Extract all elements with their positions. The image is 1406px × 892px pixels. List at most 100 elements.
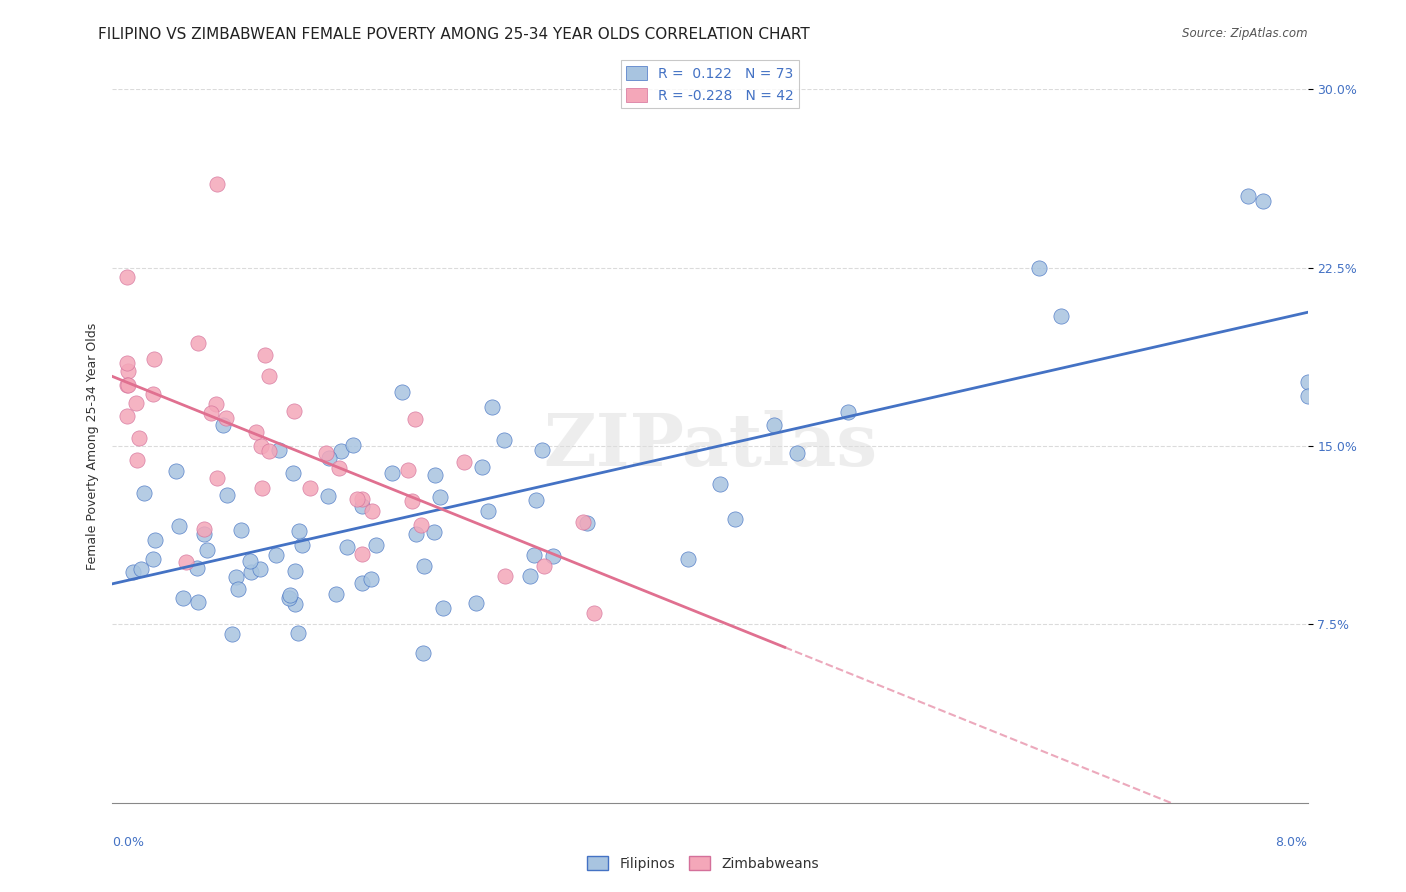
Point: [229, 524, 252, 538]
Point: [676, 551, 699, 566]
Point: [249, 562, 271, 576]
Point: [724, 512, 747, 526]
Point: [412, 646, 434, 660]
Point: [257, 369, 280, 384]
Point: [405, 527, 427, 541]
Point: [225, 570, 247, 584]
Point: [283, 466, 305, 480]
Point: [470, 459, 492, 474]
Point: [411, 518, 433, 533]
Point: [541, 549, 564, 563]
Point: [325, 587, 347, 601]
Legend: Filipinos, Zimbabweans: Filipinos, Zimbabweans: [582, 850, 824, 876]
Point: [523, 548, 546, 562]
Point: [494, 433, 516, 447]
Point: [1049, 310, 1071, 324]
Point: [1237, 189, 1260, 203]
Point: [530, 443, 553, 458]
Point: [342, 438, 364, 452]
Point: [1296, 375, 1319, 389]
Point: [214, 410, 236, 425]
Point: [195, 543, 218, 558]
Text: ZIPatlas: ZIPatlas: [543, 410, 877, 482]
Point: [143, 533, 166, 547]
Point: [330, 443, 353, 458]
Point: [142, 386, 165, 401]
Point: [1296, 389, 1319, 403]
Text: 0.0%: 0.0%: [112, 836, 145, 848]
Point: [117, 270, 139, 285]
Point: [212, 418, 235, 433]
Point: [193, 522, 215, 536]
Point: [187, 335, 209, 350]
Point: [361, 503, 384, 517]
Point: [575, 516, 598, 530]
Point: [453, 455, 475, 469]
Point: [1251, 194, 1274, 208]
Point: [423, 524, 446, 539]
Point: [277, 591, 299, 606]
Point: [121, 565, 143, 579]
Point: [381, 467, 404, 481]
Point: [245, 425, 267, 440]
Y-axis label: Female Poverty Among 25-34 Year Olds: Female Poverty Among 25-34 Year Olds: [86, 322, 98, 570]
Point: [117, 364, 139, 378]
Point: [117, 409, 139, 423]
Point: [786, 445, 808, 459]
Point: [187, 595, 209, 609]
Point: [481, 400, 503, 414]
Point: [762, 418, 785, 433]
Point: [413, 558, 436, 573]
Point: [572, 515, 595, 529]
Point: [128, 431, 150, 445]
Point: [165, 464, 187, 478]
Point: [193, 527, 215, 541]
Point: [533, 559, 555, 574]
Point: [239, 554, 262, 568]
Point: [288, 524, 311, 538]
Point: [269, 442, 291, 457]
Point: [127, 453, 149, 467]
Point: [432, 600, 454, 615]
Point: [283, 403, 305, 417]
Point: [364, 538, 387, 552]
Point: [1028, 260, 1050, 275]
Point: [350, 576, 373, 591]
Point: [709, 477, 731, 491]
Point: [257, 444, 280, 458]
Legend: R =  0.122   N = 73, R = -0.228   N = 42: R = 0.122 N = 73, R = -0.228 N = 42: [620, 61, 800, 108]
Point: [239, 566, 262, 580]
Point: [287, 626, 309, 640]
Point: [186, 561, 208, 575]
Text: FILIPINO VS ZIMBABWEAN FEMALE POVERTY AMONG 25-34 YEAR OLDS CORRELATION CHART: FILIPINO VS ZIMBABWEAN FEMALE POVERTY AM…: [98, 27, 810, 42]
Point: [396, 463, 419, 477]
Text: Source: ZipAtlas.com: Source: ZipAtlas.com: [1182, 27, 1308, 40]
Point: [249, 439, 271, 453]
Point: [254, 348, 277, 362]
Point: [519, 569, 541, 583]
Point: [142, 552, 165, 566]
Point: [129, 562, 152, 576]
Point: [284, 564, 307, 578]
Point: [117, 378, 139, 392]
Text: 8.0%: 8.0%: [1275, 836, 1308, 848]
Point: [429, 490, 451, 504]
Point: [250, 481, 273, 495]
Point: [477, 504, 499, 518]
Point: [315, 446, 337, 460]
Point: [350, 499, 373, 513]
Point: [142, 351, 165, 366]
Point: [117, 378, 139, 392]
Point: [837, 405, 859, 419]
Point: [226, 582, 249, 596]
Point: [465, 596, 488, 610]
Point: [205, 178, 228, 192]
Point: [134, 486, 156, 500]
Point: [350, 491, 373, 506]
Point: [346, 492, 368, 507]
Point: [336, 540, 359, 554]
Point: [125, 396, 148, 410]
Point: [524, 493, 547, 508]
Point: [174, 555, 197, 569]
Point: [316, 489, 339, 503]
